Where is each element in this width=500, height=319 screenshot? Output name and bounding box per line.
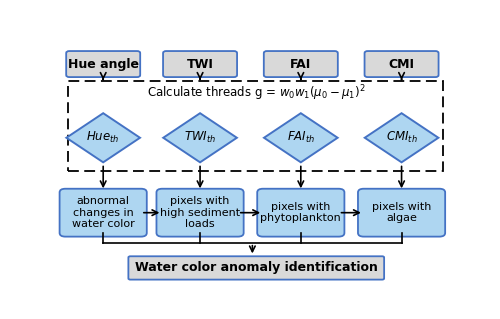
Text: TWI: TWI	[186, 57, 214, 70]
Text: Water color anomaly identification: Water color anomaly identification	[135, 262, 378, 274]
FancyBboxPatch shape	[156, 189, 244, 237]
FancyBboxPatch shape	[257, 189, 344, 237]
Text: Calculate threads g = $w_0w_1(\mu_0 - \mu_1)^2$: Calculate threads g = $w_0w_1(\mu_0 - \m…	[147, 84, 366, 103]
FancyBboxPatch shape	[128, 256, 384, 280]
FancyBboxPatch shape	[163, 51, 237, 77]
Text: pixels with
algae: pixels with algae	[372, 202, 431, 224]
Bar	[68, 81, 444, 171]
Text: pixels with
phytoplankton: pixels with phytoplankton	[260, 202, 341, 224]
Text: $FAI_{th}$: $FAI_{th}$	[286, 130, 315, 145]
Text: FAI: FAI	[290, 57, 312, 70]
FancyBboxPatch shape	[60, 189, 147, 237]
Text: $TWI_{th}$: $TWI_{th}$	[184, 130, 216, 145]
FancyBboxPatch shape	[66, 51, 140, 77]
Polygon shape	[264, 113, 338, 162]
FancyBboxPatch shape	[364, 51, 438, 77]
Text: Hue angle: Hue angle	[68, 57, 138, 70]
Polygon shape	[365, 113, 438, 162]
Text: $CMI_{th}$: $CMI_{th}$	[386, 130, 418, 145]
Text: CMI: CMI	[388, 57, 414, 70]
Text: pixels with
high sediment
loads: pixels with high sediment loads	[160, 196, 240, 229]
Text: abnormal
changes in
water color: abnormal changes in water color	[72, 196, 134, 229]
FancyBboxPatch shape	[264, 51, 338, 77]
FancyBboxPatch shape	[358, 189, 445, 237]
Polygon shape	[163, 113, 237, 162]
Polygon shape	[66, 113, 140, 162]
Text: $Hue_{th}$: $Hue_{th}$	[86, 130, 120, 145]
